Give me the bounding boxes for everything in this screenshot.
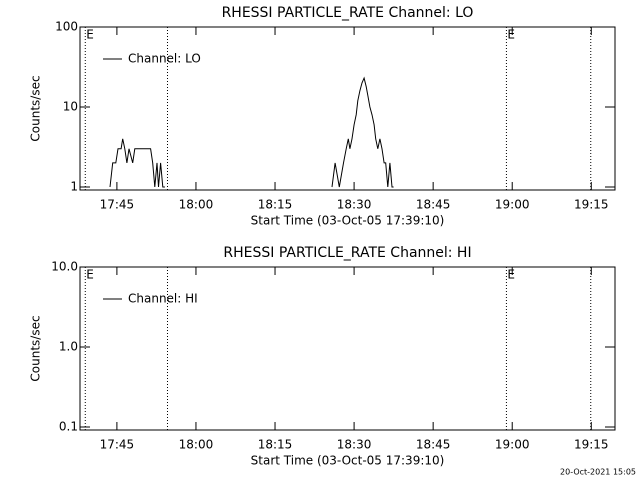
x-tick-label: 18:00 <box>179 198 214 212</box>
y-axis-label: Counts/sec <box>29 75 43 141</box>
x-tick-label: 18:30 <box>337 198 372 212</box>
chart-title: RHESSI PARTICLE_RATE Channel: HI <box>223 245 471 261</box>
x-tick-label: 17:45 <box>100 198 135 212</box>
x-tick-label: 18:00 <box>179 438 214 452</box>
y-tick-label: 1.0 <box>59 339 78 353</box>
y-tick-label: 10 <box>63 99 78 113</box>
legend-label: Channel: LO <box>128 52 201 66</box>
x-tick-label: 18:45 <box>416 198 451 212</box>
y-tick-label: 0.1 <box>59 419 78 433</box>
marker-label: E <box>86 268 94 282</box>
x-axis-label: Start Time (03-Oct-05 17:39:10) <box>251 454 445 468</box>
x-tick-label: 17:45 <box>100 438 135 452</box>
y-tick-label: 10.0 <box>51 260 78 274</box>
y-axis-label: Counts/sec <box>29 315 43 381</box>
marker-label: E <box>507 268 515 282</box>
x-tick-label: 18:45 <box>416 438 451 452</box>
marker-label: E <box>507 28 515 42</box>
marker-label: E <box>86 28 94 42</box>
x-tick-label: 18:30 <box>337 438 372 452</box>
x-tick-label: 19:15 <box>574 438 609 452</box>
plot-frame <box>79 266 616 431</box>
x-tick-label: 19:00 <box>495 198 530 212</box>
x-tick-label: 19:00 <box>495 438 530 452</box>
chart-title: RHESSI PARTICLE_RATE Channel: LO <box>222 5 474 21</box>
y-tick-label: 1 <box>70 179 78 193</box>
x-tick-label: 18:15 <box>258 438 293 452</box>
x-axis-label: Start Time (03-Oct-05 17:39:10) <box>251 214 445 228</box>
x-tick-label: 19:15 <box>574 198 609 212</box>
plot-frame <box>79 26 616 191</box>
legend-label: Channel: HI <box>128 292 198 306</box>
data-line <box>109 76 394 188</box>
footer-timestamp: 20-Oct-2021 15:05 <box>560 468 636 477</box>
y-tick-label: 100 <box>55 20 78 34</box>
x-tick-label: 18:15 <box>258 198 293 212</box>
